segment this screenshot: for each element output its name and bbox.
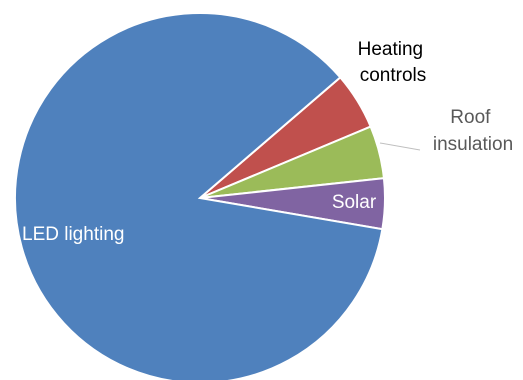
roof-insulation-leader-line [379,142,421,151]
roof-insulation-label-line-1: Roof [450,107,491,128]
roof-insulation-label: Roof insulation [433,107,513,155]
slice-led-lighting [14,12,384,380]
roof-insulation-label-line-2: insulation [433,134,513,155]
led-lighting-label: LED lighting [22,224,124,245]
heating-controls-label: Heating controls [358,39,429,86]
solar-label: Solar [332,192,377,213]
heating-controls-label-line-1: Heating [358,39,424,60]
heating-controls-label-line-2: controls [360,65,427,86]
pie-slices [14,12,386,380]
